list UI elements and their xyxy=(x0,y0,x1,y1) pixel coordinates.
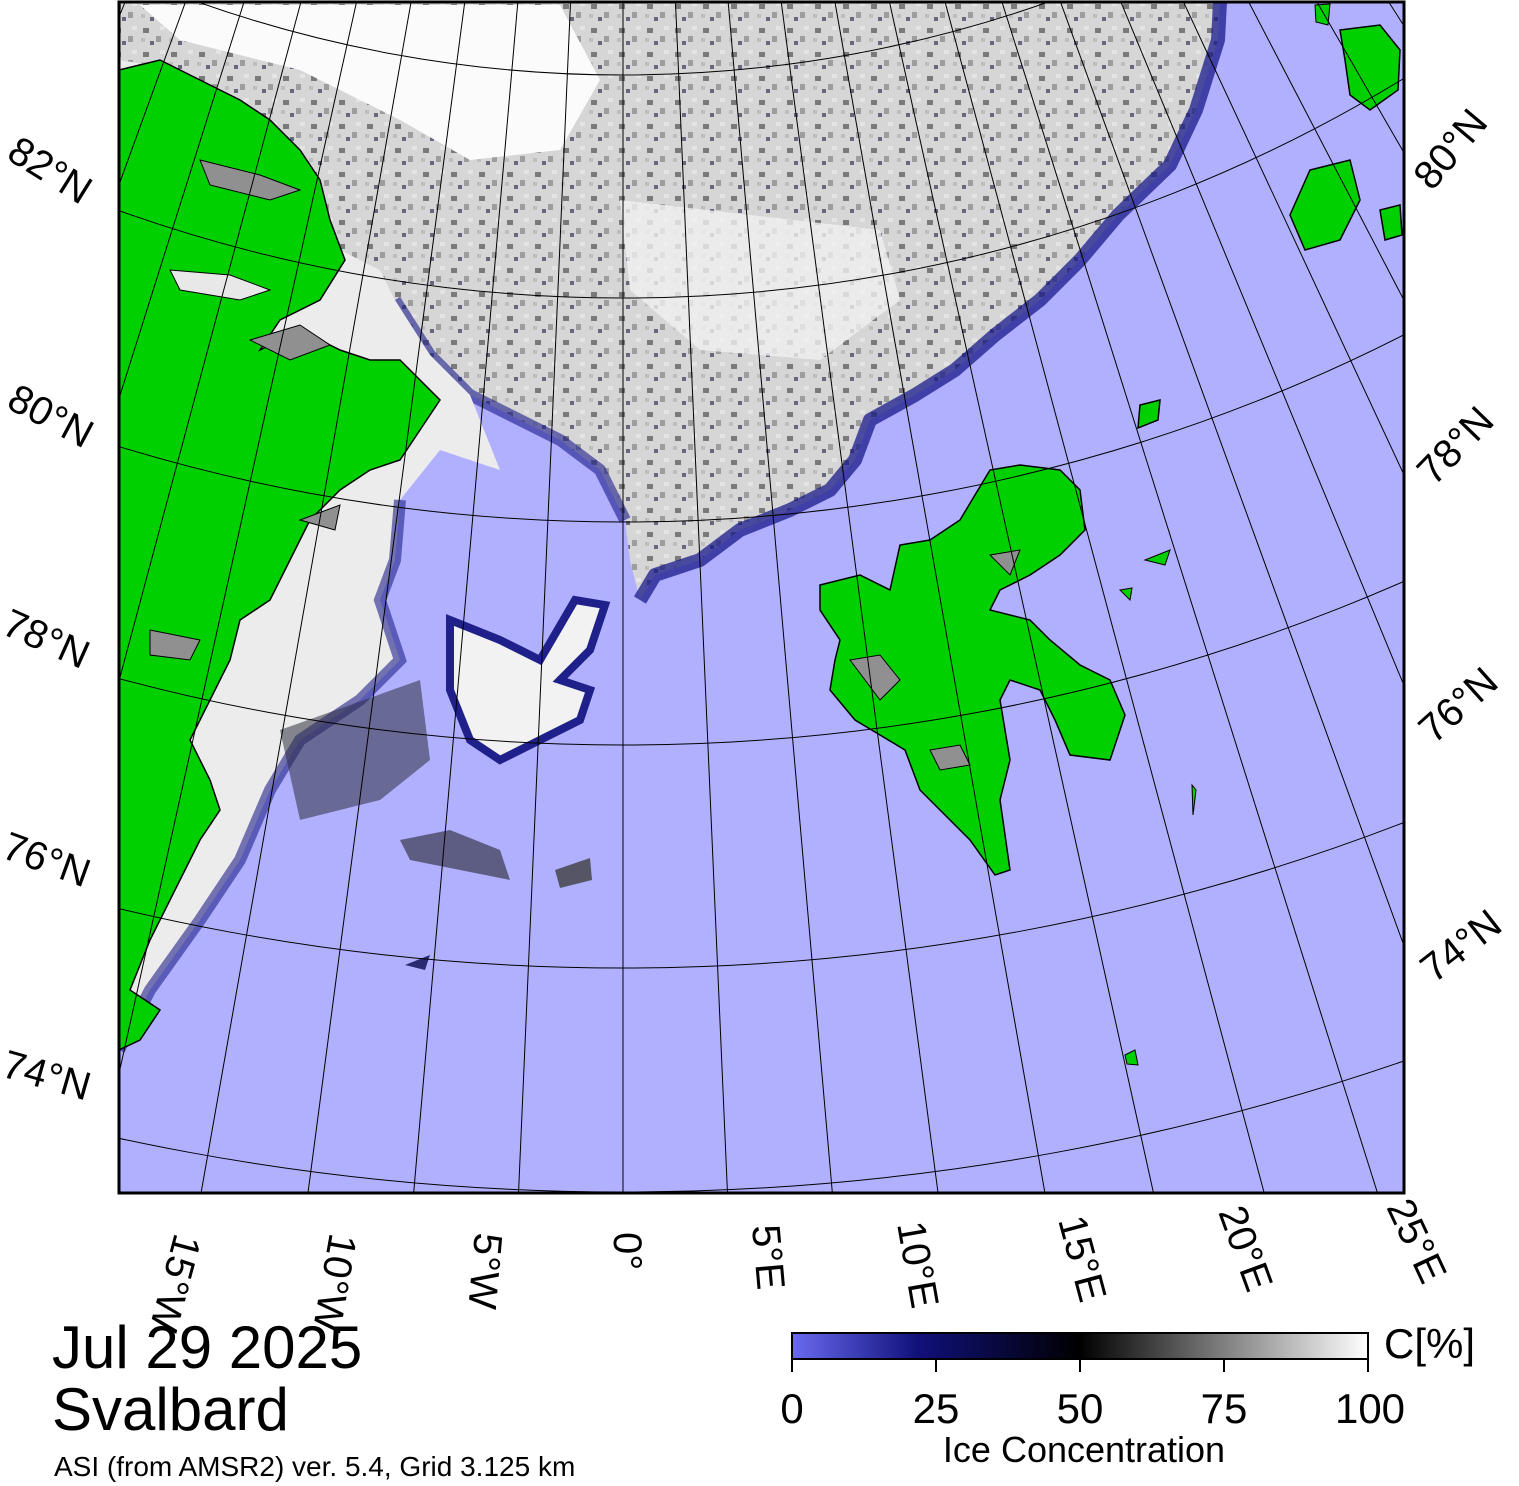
colorbar-tick-50: 50 xyxy=(1056,1385,1104,1432)
meridian-line xyxy=(944,2,1265,1193)
meridian-line xyxy=(119,2,245,401)
colorbar-tick-75: 75 xyxy=(1200,1385,1248,1432)
lon-label-5e: 5°E xyxy=(743,1223,792,1292)
meridian-line xyxy=(727,2,833,1193)
lon-label-0: 0° xyxy=(605,1232,649,1270)
sea-ice-pack xyxy=(119,2,1227,604)
colorbar xyxy=(791,1332,1369,1360)
lon-label-25e: 25°E xyxy=(1378,1192,1455,1290)
colorbar-tick-100: 100 xyxy=(1334,1385,1406,1432)
colorbar-title: Ice Concentration xyxy=(942,1429,1226,1470)
meridian-line xyxy=(1120,2,1404,687)
franz-josef-land xyxy=(1289,3,1403,251)
lat-label-74n-right: 74°N xyxy=(1412,901,1510,991)
meridian-line xyxy=(200,2,412,1193)
greenland-land xyxy=(119,59,441,1051)
meridian-line xyxy=(674,2,728,1193)
meridian-line xyxy=(119,2,187,187)
lat-label-80n-left: 80°N xyxy=(1,376,101,457)
lon-label-15e: 15°E xyxy=(1049,1211,1114,1307)
lat-label-76n-right: 76°N xyxy=(1411,659,1507,752)
map-frame xyxy=(117,0,1406,1195)
latitude-labels-right: 80°N 78°N 76°N 74°N xyxy=(1405,101,1510,991)
lon-label-10e: 10°E xyxy=(888,1218,946,1311)
svalbard-land xyxy=(819,399,1197,1066)
lon-label-20e: 20°E xyxy=(1210,1200,1281,1297)
lat-label-82n-left: 82°N xyxy=(0,128,99,213)
meridian-line xyxy=(1001,2,1379,1193)
meridian-line xyxy=(518,2,572,1193)
lat-label-80n-right: 80°N xyxy=(1405,101,1496,198)
colorbar-tick-25: 25 xyxy=(912,1385,960,1432)
meridian-line xyxy=(780,2,939,1193)
meridian-line xyxy=(119,2,358,1076)
meridian-line xyxy=(1388,2,1404,27)
graticule xyxy=(119,2,1404,1193)
lat-label-78n-right: 78°N xyxy=(1409,398,1503,493)
meridian-line xyxy=(1248,2,1404,302)
map-region: Svalbard xyxy=(52,1376,289,1443)
meridian-line xyxy=(307,2,466,1193)
map-date: Jul 29 2025 xyxy=(52,1314,363,1381)
product-info: ASI (from AMSR2) ver. 5.4, Grid 3.125 km xyxy=(54,1451,576,1482)
meridian-line xyxy=(119,2,302,683)
lat-label-76n-left: 76°N xyxy=(0,824,96,896)
colorbar-unit: C[%] xyxy=(1384,1320,1476,1367)
ice-tongue xyxy=(400,595,611,970)
meridian-line xyxy=(1316,2,1404,154)
colorbar-gradient xyxy=(792,1333,1368,1359)
lat-label-74n-left: 74°N xyxy=(0,1042,96,1109)
meridian-line xyxy=(834,2,1046,1193)
colorbar-ticks xyxy=(791,1359,1369,1372)
meridian-line xyxy=(888,2,1155,1193)
meridian-line xyxy=(1059,2,1404,948)
latitude-labels-left: 82°N 80°N 78°N 76°N 74°N xyxy=(0,128,100,1109)
lon-label-5w: 5°W xyxy=(459,1231,509,1311)
meridian-line xyxy=(1182,2,1404,477)
colorbar-tick-0: 0 xyxy=(780,1385,804,1432)
meridian-line xyxy=(413,2,519,1193)
lat-label-78n-left: 78°N xyxy=(0,601,96,678)
